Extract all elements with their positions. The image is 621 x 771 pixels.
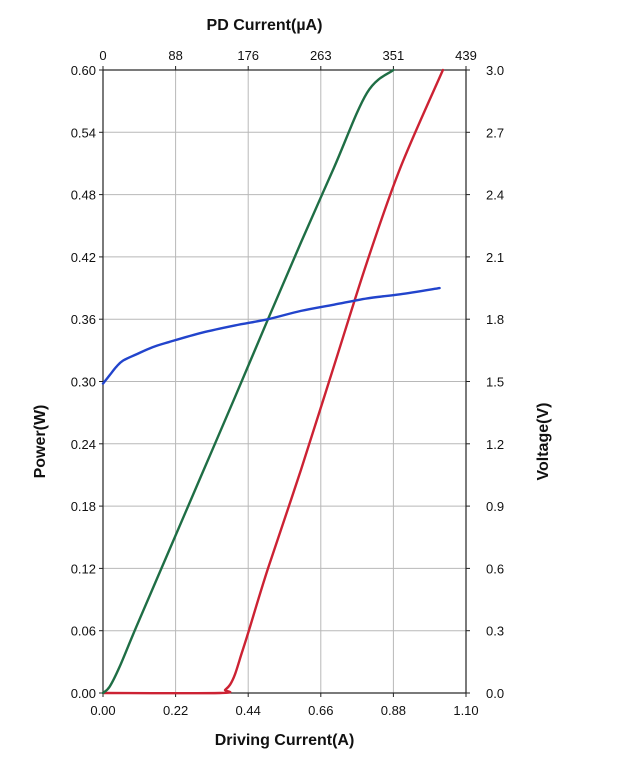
y-right-tick-label: 0.6 [486, 561, 504, 576]
x-tick-label: 0.88 [381, 703, 406, 718]
tick-layer: 0.00 0.22 0.44 0.66 0.88 1.10 0 88 176 263 351 439 0… [71, 48, 504, 718]
y-left-tick-label: 0.30 [71, 375, 96, 390]
series-layer [101, 68, 445, 695]
y-right-tick-label: 2.1 [486, 250, 504, 265]
series-line-blue [101, 286, 441, 385]
x-tick-label: 0.22 [163, 703, 188, 718]
y-right-tick-label: 1.8 [486, 312, 504, 327]
series-line-green [101, 68, 395, 695]
y-right-axis-title: Voltage(V) [535, 403, 552, 481]
y-left-tick-label: 0.24 [71, 437, 96, 452]
y-right-tick-label: 3.0 [486, 63, 504, 78]
x-tick-label: 1.10 [453, 703, 478, 718]
x-axis-title: Driving Current(A) [215, 732, 355, 749]
y-right-tick-label: 1.2 [486, 437, 504, 452]
y-left-tick-label: 0.54 [71, 125, 96, 140]
y-left-tick-label: 0.12 [71, 561, 96, 576]
x-top-tick-label: 176 [237, 48, 259, 63]
x-top-tick-label: 351 [383, 48, 405, 63]
y-left-tick-label: 0.18 [71, 499, 96, 514]
y-left-axis-title: Power(W) [32, 405, 49, 479]
x-tick-label: 0.44 [236, 703, 261, 718]
y-left-tick-label: 0.42 [71, 250, 96, 265]
x-top-axis-title: PD Current(µA) [207, 17, 323, 34]
y-left-tick-label: 0.06 [71, 624, 96, 639]
y-left-tick-label: 0.36 [71, 312, 96, 327]
y-right-tick-label: 2.4 [486, 188, 504, 203]
x-top-tick-label: 439 [455, 48, 477, 63]
x-tick-label: 0.00 [90, 703, 115, 718]
y-right-tick-label: 2.7 [486, 125, 504, 140]
x-top-tick-label: 0 [99, 48, 106, 63]
series-line-red [101, 68, 445, 695]
y-left-tick-label: 0.48 [71, 188, 96, 203]
y-right-tick-label: 1.5 [486, 375, 504, 390]
x-tick-label: 0.66 [308, 703, 333, 718]
y-right-tick-label: 0.3 [486, 624, 504, 639]
y-left-tick-label: 0.60 [71, 63, 96, 78]
y-right-tick-label: 0.9 [486, 499, 504, 514]
y-right-tick-label: 0.0 [486, 686, 504, 701]
x-top-tick-label: 88 [168, 48, 182, 63]
y-left-tick-label: 0.00 [71, 686, 96, 701]
x-top-tick-label: 263 [310, 48, 332, 63]
grid-layer [103, 70, 466, 693]
